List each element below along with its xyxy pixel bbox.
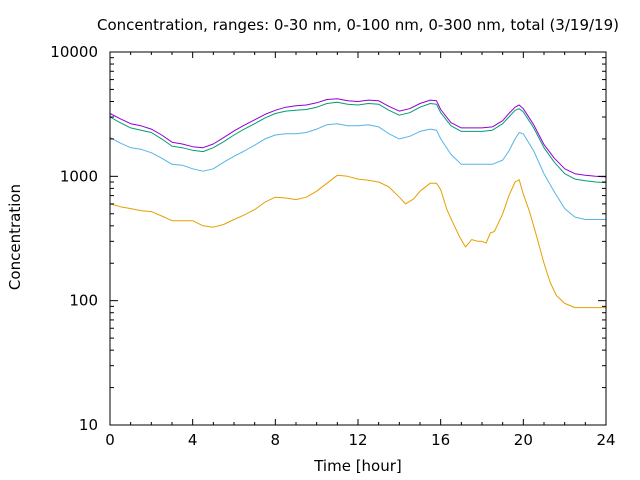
chart-title: Concentration, ranges: 0-30 nm, 0-100 nm… bbox=[97, 16, 619, 34]
x-tick-label: 24 bbox=[596, 431, 615, 449]
series-layer bbox=[109, 98, 607, 309]
x-tick-label: 8 bbox=[271, 431, 281, 449]
plot-frame bbox=[109, 51, 607, 426]
y-tick-label: 10000 bbox=[50, 43, 98, 61]
series-line-2 bbox=[109, 123, 606, 220]
series-line-3 bbox=[109, 101, 607, 184]
x-tick-label: 0 bbox=[105, 431, 115, 449]
series-line-1 bbox=[109, 174, 606, 309]
tick-layer: 0 4 8 12 16 20 24 10 100 1000 10000 bbox=[50, 43, 615, 449]
y-tick-label: 10 bbox=[79, 416, 98, 434]
y-tick-label: 100 bbox=[69, 292, 98, 310]
series-line-4 bbox=[109, 98, 607, 178]
y-axis-label: Concentration bbox=[6, 184, 24, 290]
x-tick-label: 12 bbox=[348, 431, 367, 449]
y-tick-label: 1000 bbox=[60, 167, 98, 185]
x-tick-label: 16 bbox=[431, 431, 450, 449]
x-axis-label: Time [hour] bbox=[313, 457, 402, 475]
x-tick-label: 20 bbox=[514, 431, 533, 449]
x-tick-label: 4 bbox=[188, 431, 198, 449]
